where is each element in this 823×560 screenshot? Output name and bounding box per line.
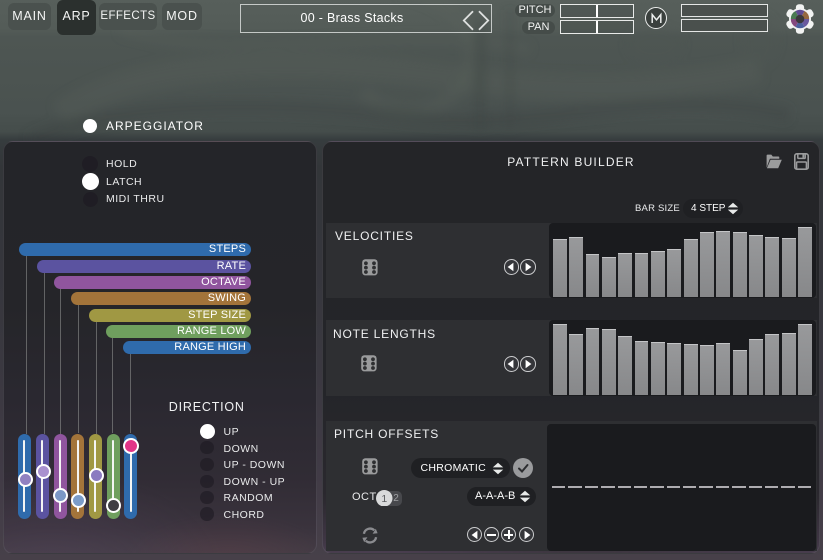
svg-text:1: 1 [381, 493, 387, 505]
